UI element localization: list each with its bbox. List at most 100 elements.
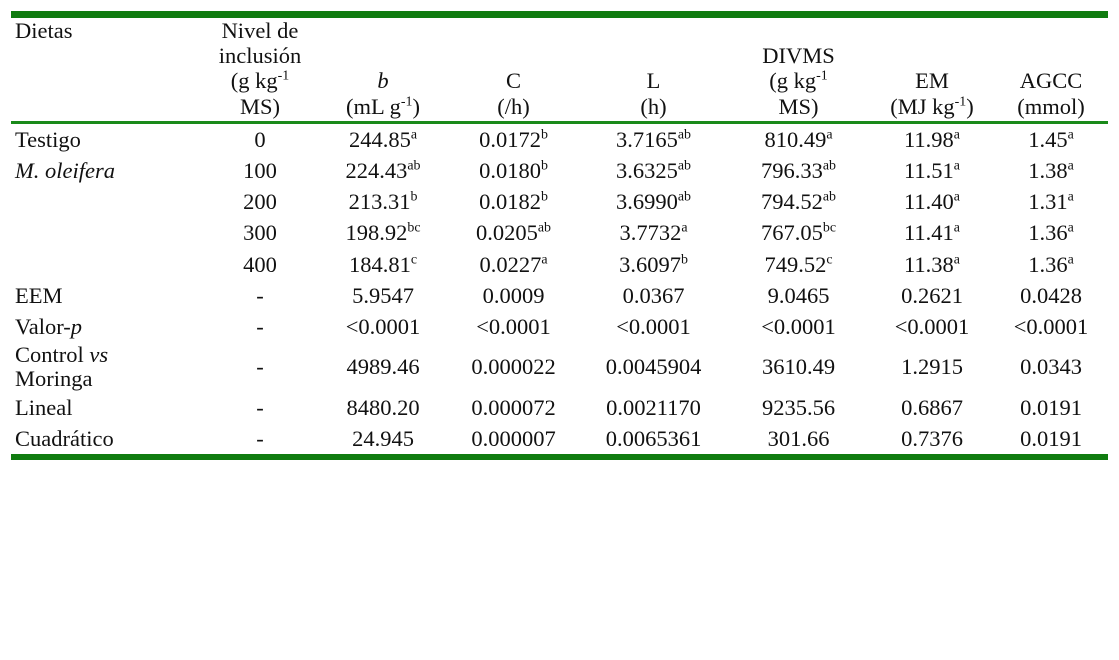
header-divms-unit2: MS) bbox=[778, 93, 819, 119]
cell-agcc: 1.31a bbox=[1028, 189, 1074, 215]
cell-em: 0.6867 bbox=[901, 394, 963, 420]
superscript-letter: ab bbox=[822, 158, 837, 174]
superscript-letter: b bbox=[410, 189, 418, 205]
header-c-symbol: C bbox=[505, 68, 521, 94]
superscript-letter: ab bbox=[822, 189, 837, 205]
superscript-letter: a bbox=[826, 127, 833, 143]
superscript-letter: a bbox=[953, 127, 960, 143]
header-em-unit: (MJ kg-1) bbox=[890, 93, 974, 119]
cell-nivel: - bbox=[256, 282, 264, 308]
superscript-letter: a bbox=[1067, 127, 1074, 143]
column-header-l: L (h) bbox=[580, 18, 727, 121]
row-label-empty bbox=[11, 217, 201, 248]
superscript-letter: ab bbox=[407, 158, 421, 174]
table-row-lineal: Lineal - 8480.20 0.000072 0.0021170 9235… bbox=[11, 392, 1108, 423]
table-row-control-vs-moringa: Control vs Moringa - 4989.46 0.000022 0.0… bbox=[11, 342, 1108, 392]
cell-divms: 301.66 bbox=[767, 425, 830, 451]
cell-divms: <0.0001 bbox=[761, 313, 836, 339]
cell-c: 0.000022 bbox=[471, 354, 556, 380]
table-row-valor-p: Valor-p - <0.0001 <0.0001 <0.0001 <0.000… bbox=[11, 311, 1108, 342]
table-row-cuadratico: Cuadrático - 24.945 0.000007 0.0065361 3… bbox=[11, 423, 1108, 454]
column-header-nivel: Nivel de inclusión (g kg-1 MS) bbox=[201, 18, 319, 121]
cell-l: 3.6097b bbox=[619, 251, 688, 277]
header-c-unit: (/h) bbox=[497, 93, 530, 119]
cell-agcc: 1.38a bbox=[1028, 157, 1074, 183]
superscript-letter: a bbox=[953, 189, 960, 205]
header-nivel-line2: inclusión bbox=[218, 43, 302, 69]
table-row: 400 184.81c 0.0227a 3.6097b 749.52c 11.3… bbox=[11, 249, 1108, 280]
superscript-letter: a bbox=[410, 127, 418, 143]
table-row: 300 198.92bc 0.0205ab 3.7732a 767.05bc 1… bbox=[11, 217, 1108, 248]
superscript-letter: a bbox=[541, 252, 548, 267]
cell-em: <0.0001 bbox=[894, 313, 970, 339]
cell-em: 11.40a bbox=[904, 189, 960, 215]
cell-c: <0.0001 bbox=[476, 313, 551, 339]
header-nivel-exponent: -1 bbox=[277, 68, 290, 84]
column-header-c: C (/h) bbox=[447, 18, 580, 121]
cell-agcc: 1.45a bbox=[1028, 126, 1074, 152]
cell-divms: 9.0465 bbox=[767, 282, 830, 308]
cell-agcc: <0.0001 bbox=[1013, 313, 1089, 339]
superscript-letter: a bbox=[1067, 252, 1074, 267]
row-label-valor-p-symbol: p bbox=[70, 313, 83, 339]
column-header-b: b (mL g-1) bbox=[319, 18, 447, 121]
superscript-letter: ab bbox=[677, 127, 692, 143]
cell-l: <0.0001 bbox=[616, 313, 691, 339]
cell-nivel: - bbox=[256, 313, 264, 339]
cell-c: 0.0227a bbox=[479, 251, 548, 277]
superscript-letter: b bbox=[540, 189, 548, 205]
header-divms-symbol: DIVMS bbox=[762, 43, 835, 69]
cell-em: 0.7376 bbox=[901, 425, 963, 451]
header-em-symbol: EM bbox=[915, 68, 949, 94]
column-header-em: EM (MJ kg-1) bbox=[870, 18, 994, 121]
column-header-agcc: AGCC (mmol) bbox=[994, 18, 1108, 121]
table-body: Testigo 0 244.85a 0.0172b 3.7165ab 810.4… bbox=[11, 124, 1108, 454]
row-label-testigo: Testigo bbox=[15, 126, 81, 152]
cell-divms: 810.49a bbox=[764, 126, 833, 152]
superscript-letter: a bbox=[1067, 220, 1074, 236]
header-b-symbol: b bbox=[377, 68, 389, 94]
header-b-unit: (mL g-1) bbox=[346, 93, 420, 119]
header-b-exponent: -1 bbox=[400, 94, 413, 110]
cell-c: 0.000072 bbox=[471, 394, 556, 420]
cell-agcc: 0.0191 bbox=[1020, 394, 1082, 420]
superscript-letter: a bbox=[1067, 158, 1074, 174]
header-nivel-line1: Nivel de bbox=[221, 18, 299, 43]
cell-c: 0.0180b bbox=[479, 157, 548, 183]
cell-l: 0.0065361 bbox=[605, 425, 702, 451]
header-agcc-symbol: AGCC bbox=[1019, 68, 1083, 94]
cell-c: 0.0182b bbox=[479, 189, 548, 215]
row-label-control-vs-moringa: Control vs Moringa bbox=[15, 342, 109, 391]
cell-em: 11.51a bbox=[904, 157, 960, 183]
cell-nivel: - bbox=[256, 394, 264, 420]
superscript-letter: b bbox=[680, 252, 688, 267]
table-row: M. oleifera 100 224.43ab 0.0180b 3.6325a… bbox=[11, 155, 1108, 186]
table-header: Dietas Nivel de inclusión (g kg-1 MS) b … bbox=[11, 18, 1108, 121]
cell-l: 0.0021170 bbox=[606, 394, 701, 420]
superscript-letter: b bbox=[540, 158, 548, 174]
row-label-valor-p: Valor-p bbox=[15, 313, 83, 339]
table-top-rule bbox=[11, 11, 1108, 18]
superscript-letter: ab bbox=[537, 220, 552, 236]
superscript-letter: c bbox=[826, 252, 833, 267]
cell-b: 213.31b bbox=[348, 189, 418, 215]
cell-em: 1.2915 bbox=[901, 354, 963, 380]
cell-divms: 9235.56 bbox=[761, 394, 836, 420]
cell-b: 5.9547 bbox=[352, 282, 414, 308]
table-row-eem: EEM - 5.9547 0.0009 0.0367 9.0465 0.2621… bbox=[11, 280, 1108, 311]
cell-nivel: 0 bbox=[254, 126, 266, 152]
table-container: Dietas Nivel de inclusión (g kg-1 MS) b … bbox=[0, 11, 1119, 660]
cell-b: 198.92bc bbox=[345, 220, 421, 246]
table-row: 200 213.31b 0.0182b 3.6990ab 794.52ab 11… bbox=[11, 186, 1108, 217]
cell-nivel: 300 bbox=[243, 220, 277, 246]
cell-b: 224.43ab bbox=[345, 157, 421, 183]
header-l-unit: (h) bbox=[640, 93, 667, 119]
cell-nivel: - bbox=[256, 354, 264, 380]
cell-divms: 3610.49 bbox=[761, 354, 836, 380]
row-label-moringa: Moringa bbox=[15, 365, 93, 391]
cell-l: 3.7165ab bbox=[615, 126, 692, 152]
table-row: Testigo 0 244.85a 0.0172b 3.7165ab 810.4… bbox=[11, 124, 1108, 155]
row-label-lineal: Lineal bbox=[15, 394, 73, 420]
cell-l: 3.6325ab bbox=[615, 157, 692, 183]
cell-b: 4989.46 bbox=[346, 354, 420, 380]
